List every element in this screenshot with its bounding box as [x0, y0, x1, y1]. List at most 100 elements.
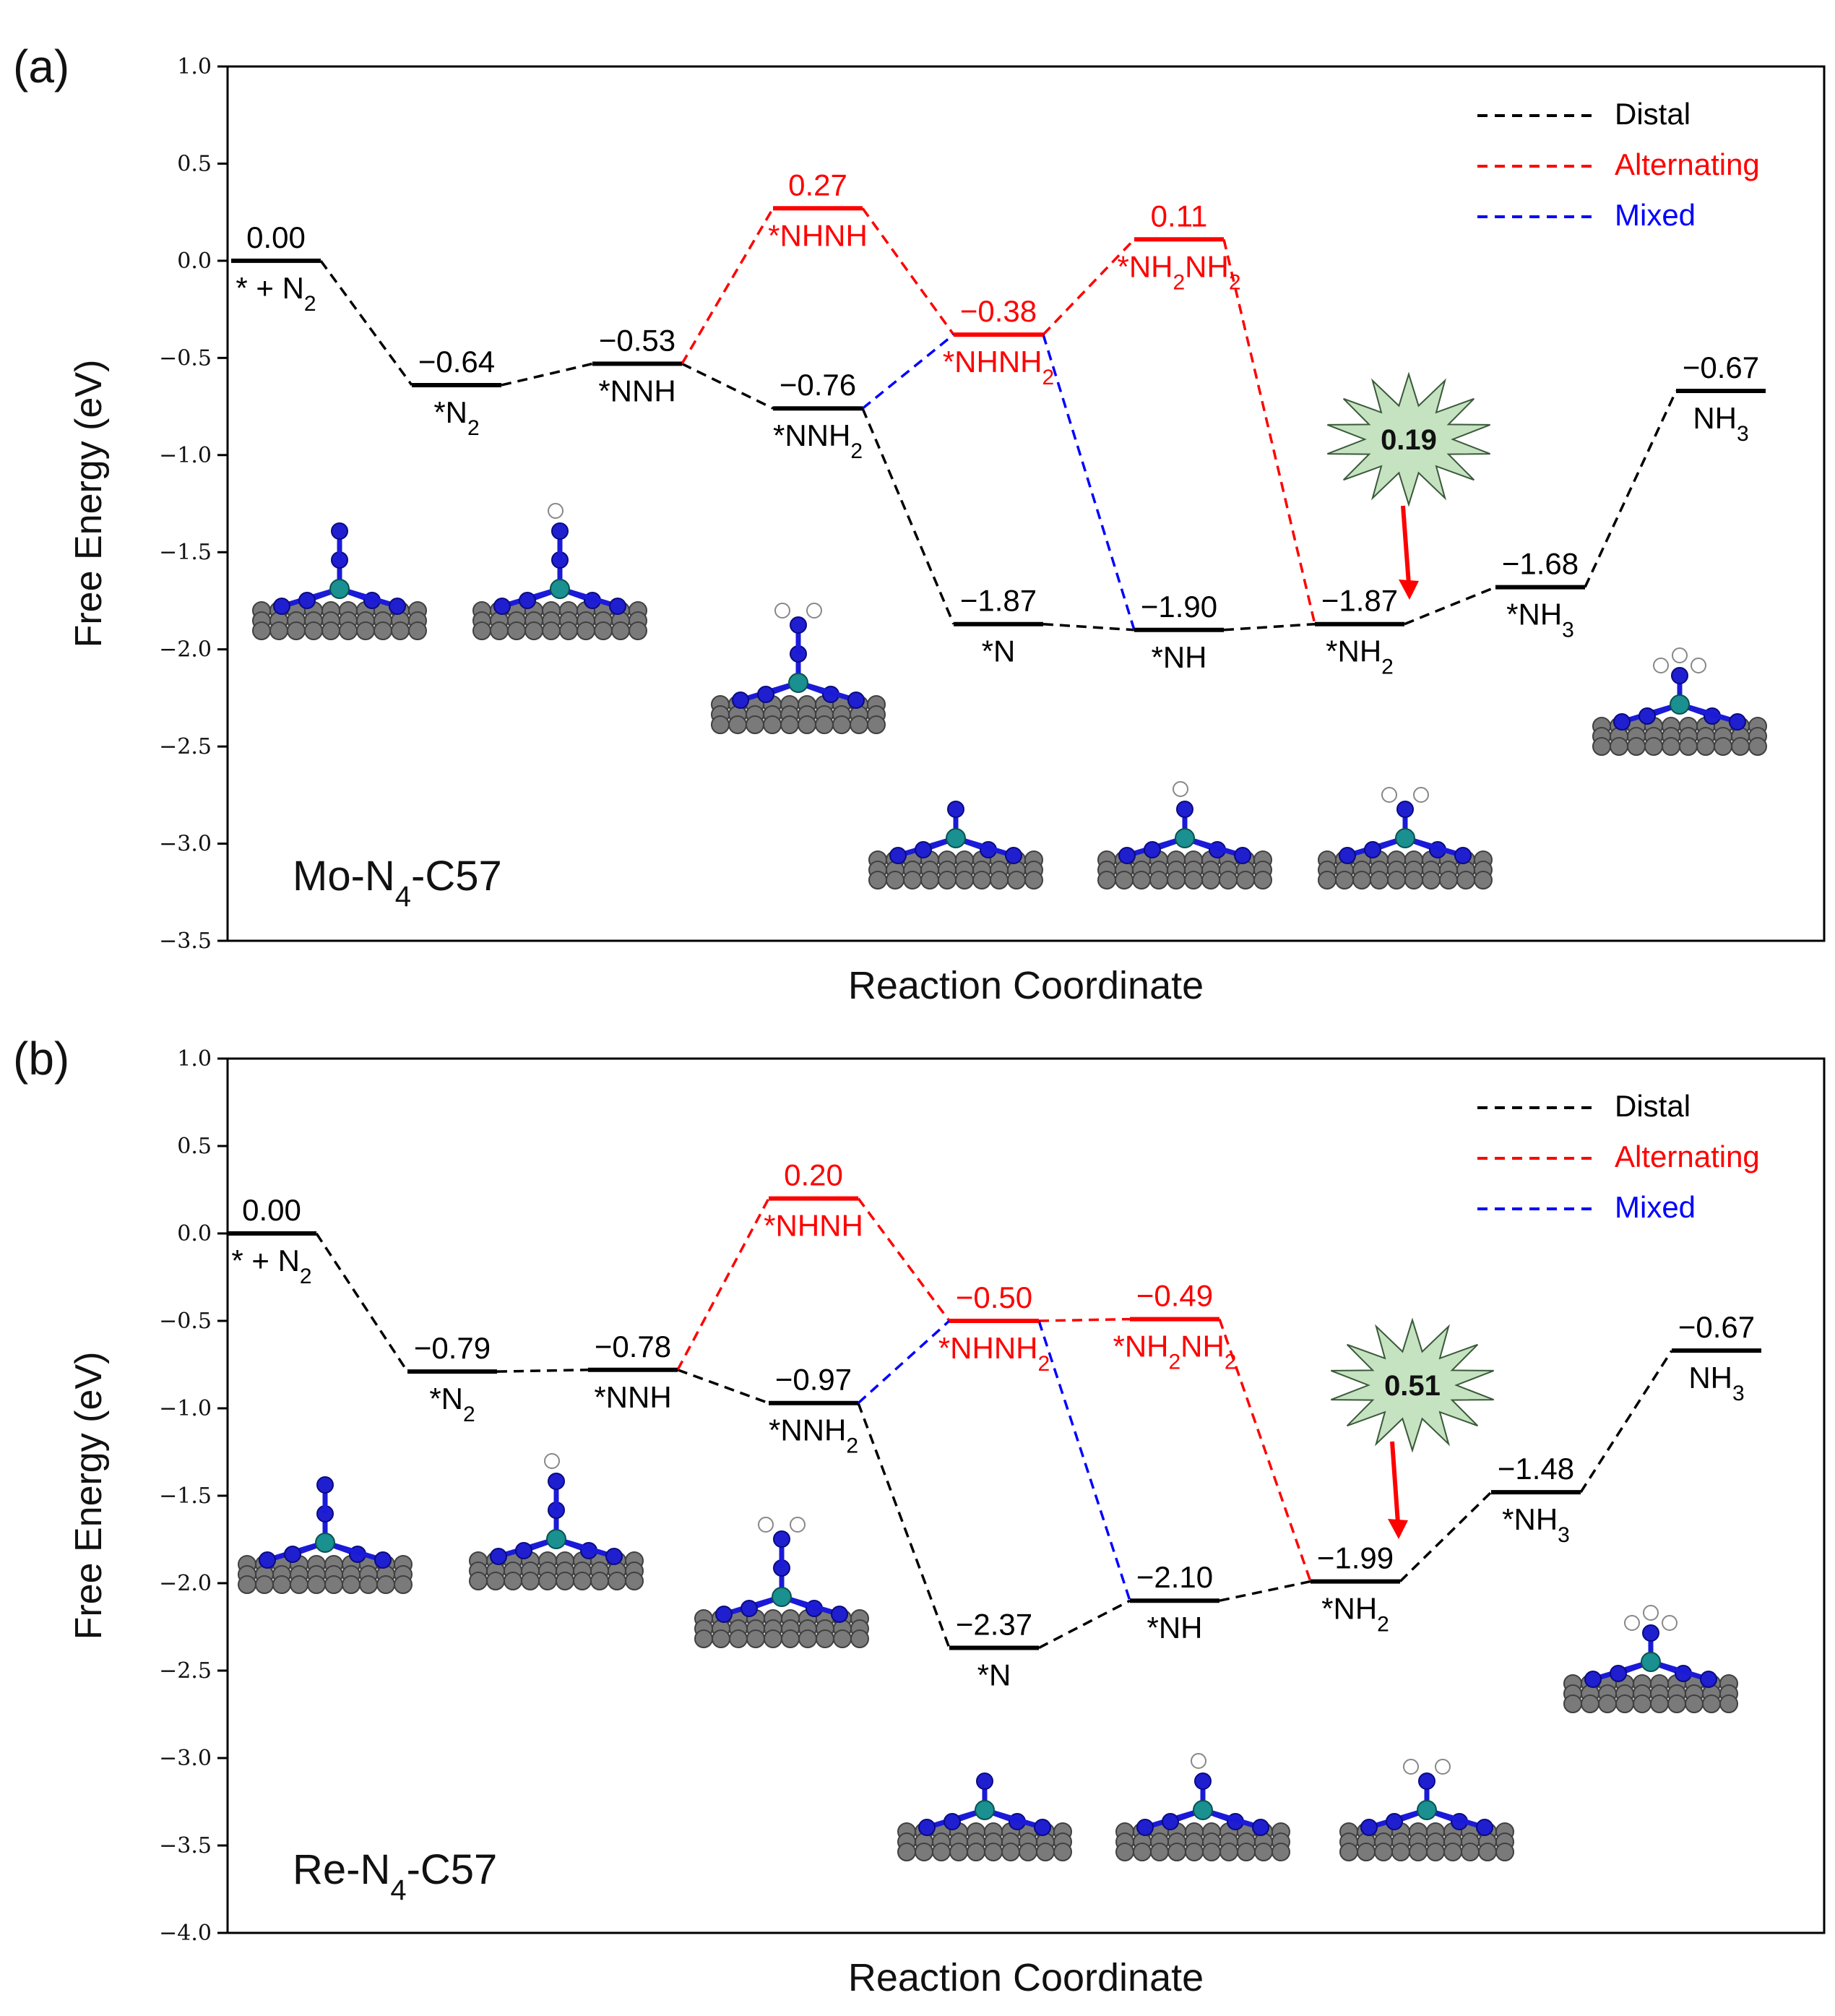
nitrogen-atom: [1034, 1819, 1051, 1836]
connector-alternating: [676, 1197, 770, 1371]
y-tick-label: −2.5: [159, 734, 212, 759]
hydrogen-atom: [790, 1517, 806, 1533]
carbon-atom: [746, 1629, 765, 1648]
nitrogen-atom: [1162, 1813, 1179, 1830]
carbon-atom: [1167, 871, 1186, 889]
carbon-atom: [1667, 1694, 1686, 1713]
connector-distal: [1223, 622, 1316, 632]
connector-alternating: [857, 1197, 951, 1322]
carbon-atom: [1650, 1694, 1669, 1713]
panel-label: (b): [13, 1033, 69, 1085]
carbon-atom: [832, 715, 851, 734]
level-state-s3a: *NHNH: [764, 1209, 863, 1243]
system-label: Re-N4-C57: [293, 1846, 497, 1906]
structure-nnh2: [694, 1517, 869, 1648]
carbon-atom: [342, 1575, 360, 1594]
panel-b: 1.0 0.5 0.0 −0.5 −1.0 −1.5 −2.0 −2.5 −3.0 −3.5 −4.…: [13, 1033, 1826, 1999]
connector-alternating: [1222, 238, 1316, 625]
nitrogen-atom: [609, 598, 626, 615]
carbon-atom: [1253, 871, 1272, 889]
carbon-atom: [1019, 1843, 1037, 1861]
carbon-atom: [1387, 871, 1406, 889]
connector-distal: [501, 362, 593, 387]
carbon-atom: [1184, 871, 1203, 889]
carbon-atom: [339, 621, 358, 640]
hydrogen-atom: [544, 1453, 560, 1469]
carbon-atom: [376, 1575, 395, 1594]
nitrogen-atom: [605, 1548, 623, 1565]
carbon-atom: [608, 1572, 626, 1590]
arrow-head: [1388, 1519, 1408, 1539]
y-tick-label: 1.0: [177, 54, 212, 79]
y-tick-label: −1.5: [159, 540, 212, 565]
y-tick-label: 0.5: [177, 151, 212, 176]
carbon-atom: [932, 1843, 951, 1861]
carbon-atom: [611, 621, 630, 640]
connector-distal: [319, 259, 413, 387]
metal-atom: [946, 828, 966, 848]
nitrogen-atom: [1194, 1772, 1212, 1790]
carbon-atom: [1201, 871, 1220, 889]
level-state-s6: *NH2: [1326, 634, 1394, 679]
metal-atom: [772, 1587, 792, 1607]
nitrogen-atom: [490, 1548, 507, 1565]
carbon-atom: [1685, 1694, 1704, 1713]
carbon-atom: [729, 1629, 748, 1648]
legend-label-distal: Distal: [1615, 1089, 1691, 1123]
carbon-atom: [1563, 1694, 1582, 1713]
carbon-atom: [867, 715, 886, 734]
carbon-atom: [1185, 1843, 1204, 1861]
level-state-s5d: *NH: [1151, 640, 1206, 674]
y-tick-label: −2.5: [159, 1658, 212, 1684]
carbon-atom: [1404, 871, 1423, 889]
carbon-atom: [272, 1575, 291, 1594]
level-state-s4a: *NHNH2: [943, 345, 1054, 389]
hydrogen-atom: [1653, 658, 1669, 673]
level-value-s4a: −0.38: [960, 294, 1037, 328]
nitrogen-atom: [1671, 667, 1688, 684]
carbon-atom: [391, 621, 410, 640]
carbon-atom: [1001, 1843, 1020, 1861]
level-state-s0: * + N2: [236, 271, 316, 316]
carbon-atom: [938, 871, 957, 889]
carbon-atom: [764, 1629, 782, 1648]
limiting-step-burst: [1327, 371, 1490, 507]
carbon-atom: [307, 1575, 326, 1594]
carbon-atom: [524, 621, 543, 640]
metal-atom: [1417, 1800, 1437, 1820]
nitrogen-atom: [1360, 1819, 1378, 1836]
carbon-atom: [1714, 737, 1732, 756]
carbon-atom: [1592, 737, 1611, 756]
carbon-atom: [1254, 1843, 1273, 1861]
limiting-step-value: 0.19: [1381, 424, 1437, 456]
level-value-s3a: 0.27: [788, 168, 847, 202]
metal-atom: [315, 1533, 335, 1553]
nitrogen-atom: [976, 1772, 993, 1790]
level-state-s6: *NH2: [1321, 1592, 1389, 1637]
structure-nh3: [1592, 647, 1767, 756]
metal-atom: [550, 579, 570, 599]
carbon-atom: [920, 871, 939, 889]
metal-atom: [1395, 828, 1415, 848]
carbon-atom: [1696, 737, 1715, 756]
carbon-atom: [949, 1843, 968, 1861]
y-tick-label: −3.0: [159, 1746, 212, 1771]
nitrogen-atom: [331, 522, 348, 540]
structure-n: [897, 1772, 1072, 1861]
carbon-atom: [712, 1629, 730, 1648]
nitrogen-atom: [284, 1546, 301, 1563]
carbon-atom: [1024, 871, 1043, 889]
carbon-atom: [521, 1572, 540, 1590]
carbon-atom: [1374, 1843, 1393, 1861]
carbon-atom: [967, 1843, 985, 1861]
metal-atom: [1193, 1800, 1213, 1820]
carbon-atom: [469, 1572, 488, 1590]
carbon-atom: [868, 871, 887, 889]
carbon-atom: [287, 621, 306, 640]
carbon-atom: [1422, 871, 1441, 889]
carbon-atom: [1391, 1843, 1410, 1861]
carbon-atom: [507, 621, 526, 640]
level-state-s3d: *NNH2: [769, 1413, 858, 1458]
carbon-atom: [1357, 1843, 1376, 1861]
